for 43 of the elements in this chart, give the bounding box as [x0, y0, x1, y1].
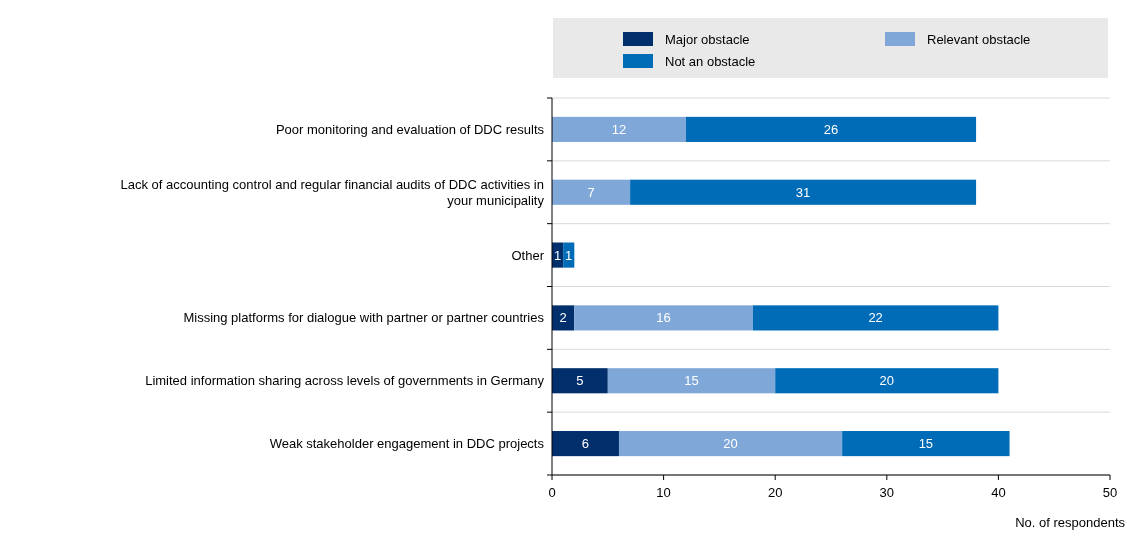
- y-tick-label: Weak stakeholder engagement in DDC projects: [269, 436, 545, 452]
- y-tick-label: Lack of accounting control and regular financial audits of DDC activities in your municipality: [120, 176, 545, 208]
- y-tick-label: Missing platforms for dialogue with partner or partner countries: [183, 310, 545, 326]
- data-label: 22: [868, 310, 883, 326]
- x-tick-label: 30: [879, 485, 895, 500]
- bar: [552, 431, 619, 457]
- x-tick-label: 40: [991, 485, 1006, 500]
- data-label: 2: [559, 310, 567, 326]
- data-label: 16: [656, 310, 671, 326]
- x-tick-label: 20: [767, 485, 783, 500]
- legend-label: Relevant obstacle: [927, 32, 1031, 47]
- data-label: 1: [565, 247, 573, 263]
- bar: [630, 179, 977, 205]
- bar: [552, 179, 631, 205]
- data-label: 6: [581, 436, 590, 452]
- bar: [775, 368, 999, 394]
- data-label: 15: [918, 436, 934, 452]
- bar: [752, 305, 999, 331]
- legend-label: Major obstacle: [665, 32, 750, 47]
- bar: [552, 368, 608, 394]
- data-label: 20: [879, 373, 895, 389]
- data-label: 12: [611, 121, 627, 137]
- x-axis-title: No. of respondents: [1015, 515, 1126, 530]
- legend-label: Not an obstacle: [665, 54, 756, 69]
- x-tick-label: 50: [1102, 485, 1118, 500]
- x-tick-label: 0: [548, 485, 556, 500]
- data-label: 15: [684, 373, 699, 389]
- data-label: 26: [823, 121, 839, 137]
- bar: [552, 116, 686, 142]
- data-label: 20: [723, 436, 738, 452]
- bar: [842, 431, 1010, 457]
- bar: [574, 305, 753, 331]
- x-tick-label: 10: [656, 485, 671, 500]
- y-tick-label: Other: [511, 247, 545, 263]
- bar: [607, 368, 776, 394]
- y-tick-label: Limited information sharing across levels of governments in Germany: [145, 373, 545, 389]
- y-tick-label: Poor monitoring and evaluation of DDC results: [275, 121, 545, 137]
- data-label: 5: [576, 373, 584, 389]
- data-label: 7: [587, 184, 595, 200]
- data-label: 1: [553, 247, 562, 263]
- bar: [618, 431, 843, 457]
- bar: [685, 116, 977, 142]
- data-label: 31: [795, 184, 811, 200]
